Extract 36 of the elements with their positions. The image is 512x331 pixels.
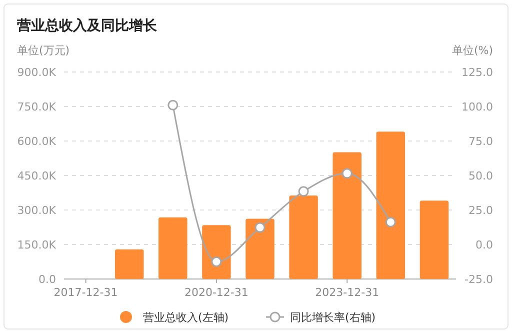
bar <box>114 249 144 279</box>
legend-label: 营业总收入(左轴) <box>143 311 229 324</box>
bar <box>332 152 362 279</box>
y2-tick-label: 125.0 <box>462 66 493 79</box>
y2-tick-label: 25.0 <box>468 204 493 217</box>
bar <box>289 196 318 279</box>
y2-tick-label: 50.0 <box>468 170 493 182</box>
y-tick-label: 600.0K <box>17 135 57 148</box>
point <box>168 100 178 110</box>
y2-tick-label: 0.0 <box>476 238 493 252</box>
point <box>254 222 266 233</box>
y-axis-title: 单位(万元) <box>17 44 70 57</box>
bar <box>158 217 188 279</box>
bar <box>420 200 449 279</box>
legend-label: 同比增长率(右轴) <box>290 311 376 324</box>
point <box>385 216 396 228</box>
x-tick-label: 2023-12-31 <box>315 286 380 299</box>
point <box>342 168 352 179</box>
y2-tick-label: 75.0 <box>468 135 493 148</box>
y2-axis-title: 单位(%) <box>452 44 493 57</box>
point <box>298 186 309 197</box>
y2-tick-label: 100.0 <box>462 100 493 114</box>
y-tick-label: 450.0K <box>17 170 57 182</box>
x-tick-label: 2020-12-31 <box>184 286 248 299</box>
x-tick-label: 2017-12-31 <box>54 286 118 299</box>
y-tick-label: 900.0K <box>17 66 57 79</box>
chart-title: 营业总收入及同比增长 <box>16 18 158 34</box>
point <box>211 256 222 267</box>
y-tick-label: 750.0K <box>17 100 57 114</box>
y-tick-label: 0.0 <box>38 273 56 286</box>
y-tick-label: 300.0K <box>17 204 57 217</box>
y2-tick-label: -25.0 <box>464 273 493 286</box>
bar <box>376 132 406 279</box>
bar <box>246 218 274 279</box>
bar <box>202 225 231 279</box>
y-tick-label: 150.0K <box>17 238 57 252</box>
